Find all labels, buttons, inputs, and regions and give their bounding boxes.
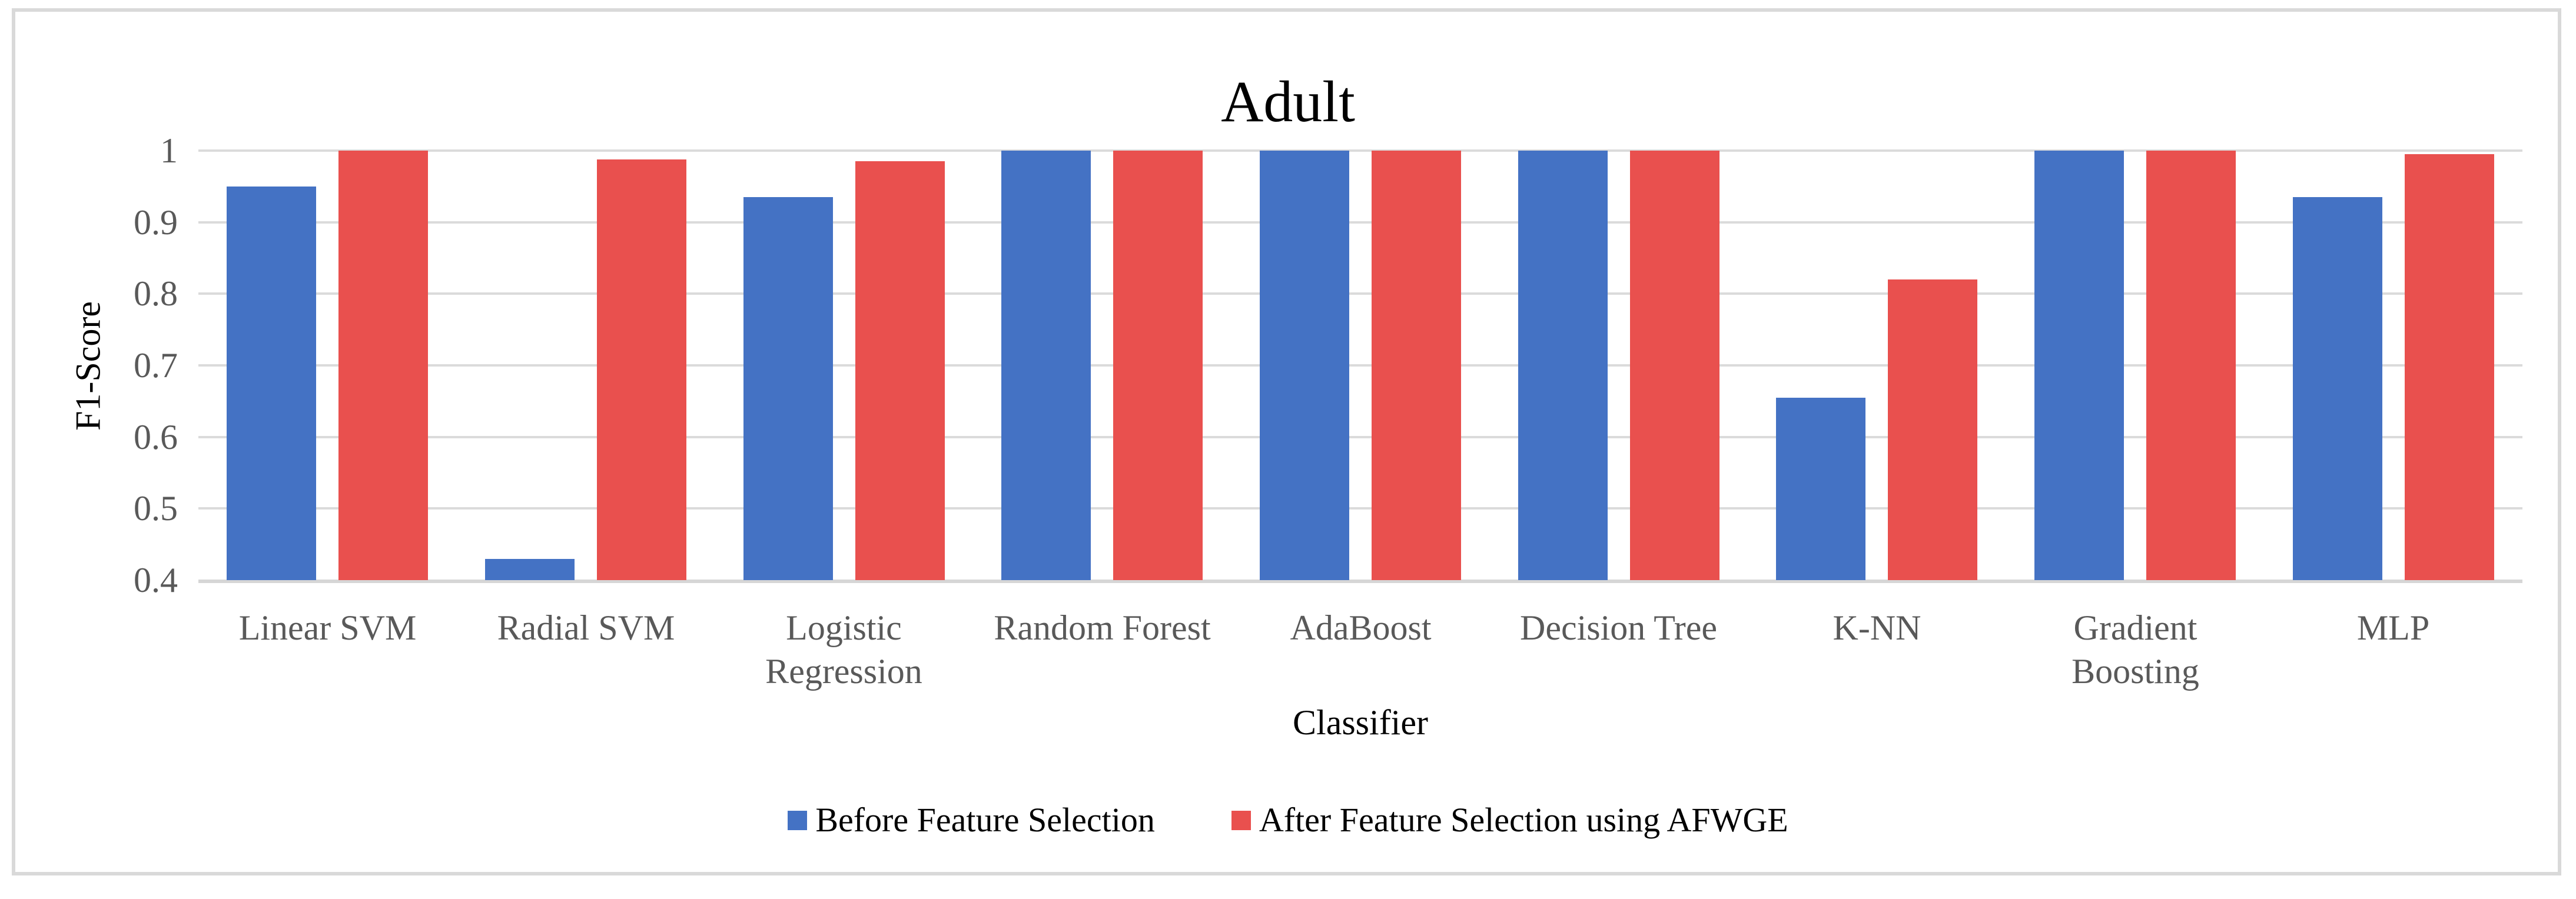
x-tick-label-mlp: MLP (2356, 608, 2430, 647)
y-tick-label-0-6: 0.6 (134, 417, 178, 457)
legend-label-after: After Feature Selection using AFWGE (1259, 801, 1788, 839)
bar-random-forest-after (1113, 151, 1203, 580)
gridline (198, 221, 2522, 224)
y-tick-label-0-4: 0.4 (134, 561, 178, 600)
x-tick-label-decision-tree: Decision Tree (1520, 608, 1717, 647)
x-tick-label-logistic-regression: Logistic Regression (765, 608, 922, 691)
y-tick-label-0-9: 0.9 (134, 202, 178, 242)
legend: Before Feature Selection After Feature S… (0, 795, 2576, 845)
bar-gradient-boosting-after (2146, 151, 2236, 580)
x-axis-title: Classifier (1293, 703, 1428, 742)
bar-radial-svm-after (597, 159, 686, 580)
x-tick-label-linear-svm: Linear SVM (238, 608, 417, 647)
bar-k-nn-before (1776, 398, 1865, 580)
gridline (198, 149, 2522, 152)
bar-decision-tree-after (1630, 151, 1719, 580)
bar-random-forest-before (1001, 151, 1091, 580)
bar-radial-svm-before (485, 559, 575, 580)
bar-decision-tree-before (1518, 151, 1608, 580)
bar-k-nn-after (1888, 279, 1977, 580)
bar-gradient-boosting-before (2034, 151, 2124, 580)
bar-adaboost-before (1260, 151, 1349, 580)
legend-swatch-after (1231, 810, 1251, 830)
bar-linear-svm-before (227, 187, 316, 580)
gridline (198, 507, 2522, 510)
legend-item-before: Before Feature Selection (788, 801, 1155, 839)
x-tick-label-radial-svm: Radial SVM (497, 608, 675, 647)
legend-swatch-before (788, 810, 808, 830)
plot-area (198, 149, 2522, 583)
y-axis-tick-labels: 1 0.9 0.8 0.7 0.6 0.5 0.4 (0, 133, 178, 598)
bar-logistic-regression-after (855, 161, 945, 580)
y-tick-label-0-5: 0.5 (134, 489, 178, 528)
x-axis-line (198, 580, 2522, 583)
gridline (198, 292, 2522, 295)
gridline (198, 435, 2522, 438)
chart-title: Adult (1221, 69, 1355, 134)
bar-mlp-after (2405, 154, 2494, 580)
bar-adaboost-after (1372, 151, 1461, 580)
bar-mlp-before (2293, 197, 2382, 580)
gridline (198, 364, 2522, 367)
y-tick-label-0-7: 0.7 (134, 346, 178, 385)
y-tick-label-1: 1 (160, 131, 178, 170)
x-axis-tick-labels: Linear SVM Radial SVM Logistic Regression R… (198, 606, 2522, 700)
x-tick-label-gradient-boosting: Gradient Boosting (2072, 608, 2199, 691)
x-tick-label-random-forest: Random Forest (994, 608, 1211, 647)
y-tick-label-0-8: 0.8 (134, 274, 178, 314)
x-tick-label-k-nn: K-NN (1833, 608, 1921, 647)
legend-label-before: Before Feature Selection (815, 801, 1155, 839)
bar-linear-svm-after (338, 151, 428, 580)
legend-item-after: After Feature Selection using AFWGE (1231, 801, 1788, 839)
bar-logistic-regression-before (743, 197, 833, 580)
x-tick-label-adaboost: AdaBoost (1290, 608, 1432, 647)
